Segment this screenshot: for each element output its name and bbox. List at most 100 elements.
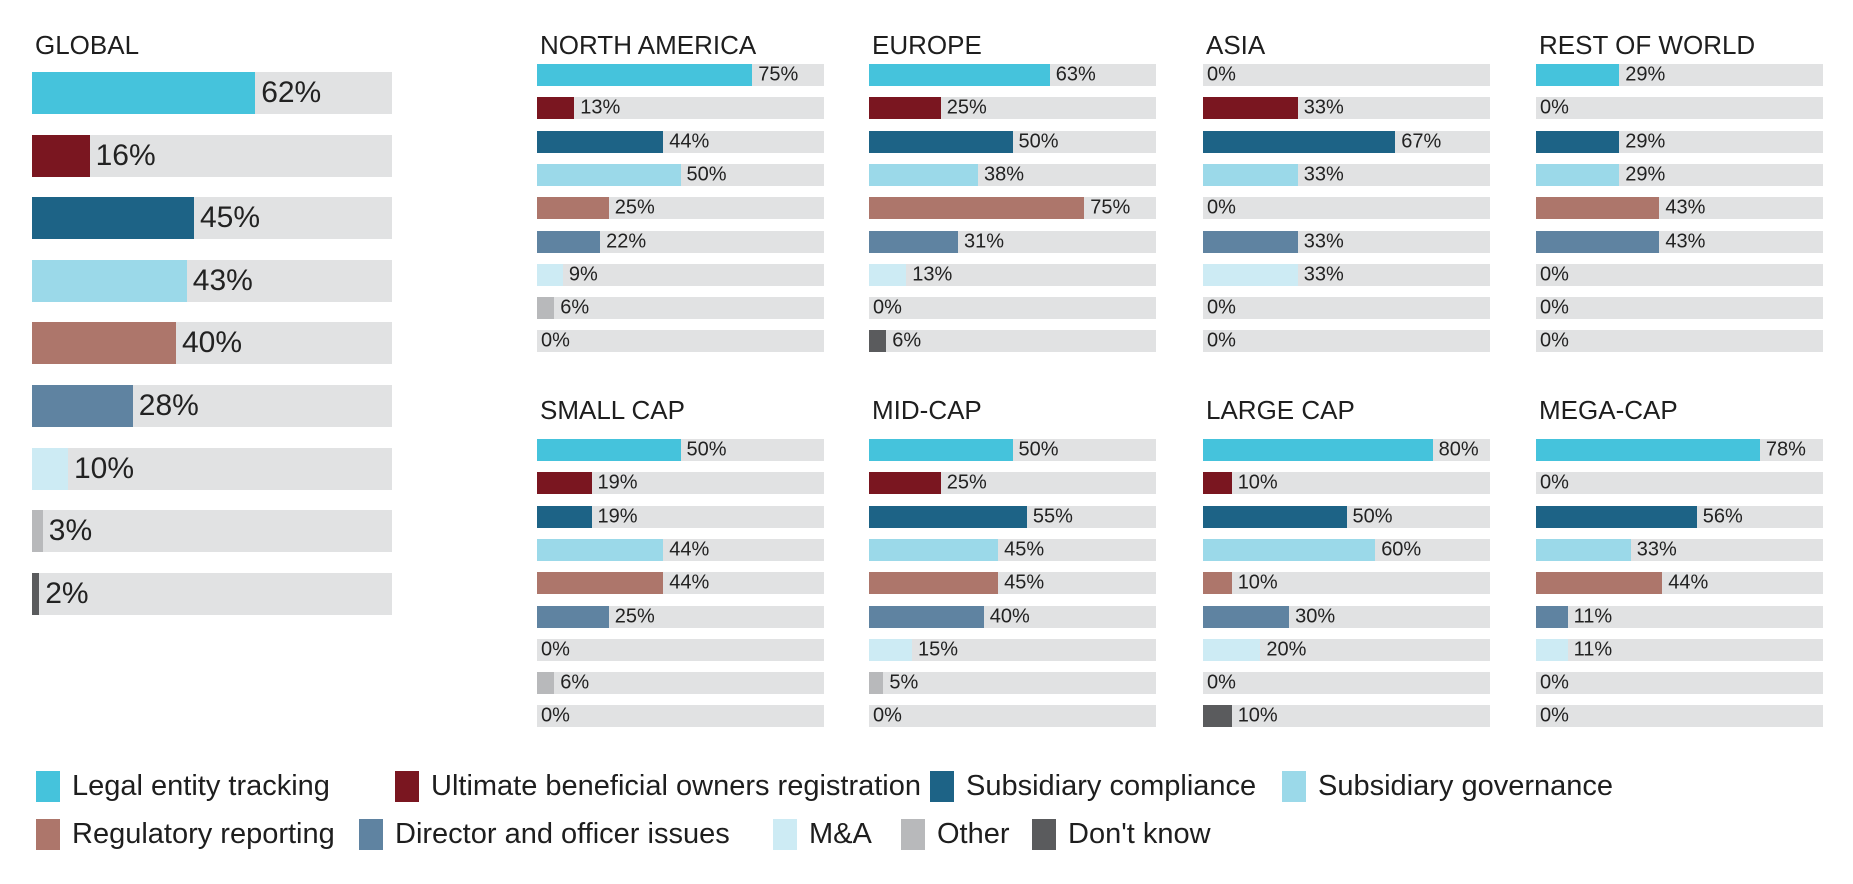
bar-track: 0%: [1203, 296, 1490, 320]
data-label: 10%: [1237, 471, 1278, 494]
bar-track: 62%: [32, 72, 392, 114]
data-label: 33%: [1303, 230, 1344, 252]
panel-title: NORTH AMERICA: [540, 30, 757, 60]
data-label: 25%: [946, 96, 987, 119]
bar-subsidiary-compliance: [537, 130, 664, 153]
data-label: 44%: [669, 538, 710, 561]
legend-item-regulatory-reporting: Regulatory reporting: [36, 818, 335, 851]
bar-track: 10%: [1203, 572, 1490, 595]
data-label: 10%: [74, 451, 135, 485]
legend-swatch: [1032, 819, 1056, 850]
data-label: 0%: [541, 638, 570, 661]
bar-track: 25%: [537, 196, 824, 220]
data-label: 38%: [984, 163, 1025, 186]
bar-track: 22%: [537, 230, 824, 253]
bar-other: [32, 510, 43, 553]
data-label: 50%: [1018, 130, 1059, 153]
bar-track: 75%: [869, 196, 1156, 220]
data-label: 2%: [45, 576, 89, 610]
bar-director-and-officer-issues: [1536, 605, 1568, 628]
panel-europe: EUROPE 63% 25% 50% 38% 75% 31% 13% 0% 6%: [869, 30, 1156, 364]
data-label: 0%: [541, 704, 570, 727]
bar-m-a: [869, 638, 913, 661]
bar-ultimate-beneficial-owners-registration: [869, 97, 941, 120]
bar-track: 0%: [537, 638, 824, 661]
bar-track: 78%: [1536, 439, 1823, 461]
bar-track: 0%: [537, 704, 824, 728]
data-label: 75%: [1090, 196, 1131, 219]
bar-track: 33%: [1203, 230, 1490, 253]
bar-track: 29%: [1536, 130, 1823, 153]
legend-label: Director and officer issues: [395, 818, 730, 850]
bar-other: [537, 672, 555, 695]
bar-track: 0%: [1536, 96, 1823, 120]
bar-director-and-officer-issues: [1203, 605, 1290, 628]
legend-label: Ultimate beneficial owners registration: [431, 770, 921, 802]
data-label: 0%: [1540, 296, 1569, 319]
bar-track: 50%: [869, 439, 1156, 461]
bar-track: 0%: [1536, 296, 1823, 320]
bar-m-a: [869, 263, 907, 286]
bar-track: 0%: [1536, 704, 1823, 728]
data-label: 0%: [1540, 704, 1569, 727]
bar-track: 40%: [32, 322, 392, 365]
bar-legal-entity-tracking: [1536, 439, 1760, 461]
bar-track: 50%: [869, 130, 1156, 153]
bar-track: 2%: [32, 572, 392, 615]
bar-track: 80%: [1203, 439, 1490, 461]
data-label: 29%: [1625, 63, 1666, 86]
data-label: 56%: [1702, 505, 1743, 528]
data-label: 33%: [1303, 96, 1344, 119]
data-label: 11%: [1573, 638, 1613, 661]
data-label: 0%: [873, 296, 902, 319]
bar-track: 19%: [537, 472, 824, 495]
bar-track: 13%: [537, 97, 824, 120]
data-label: 25%: [614, 196, 655, 219]
bar-track: 29%: [1536, 64, 1823, 86]
legend-item-legal-entity-tracking: Legal entity tracking: [36, 770, 330, 803]
bar-track: 55%: [869, 505, 1156, 528]
legend-item-director-and-officer-issues: Director and officer issues: [359, 818, 730, 851]
data-label: 45%: [1004, 538, 1045, 561]
bar-track: 9%: [537, 263, 824, 286]
bar-ultimate-beneficial-owners-registration: [537, 472, 592, 495]
data-label: 50%: [1018, 438, 1059, 461]
panel-north-america: NORTH AMERICA 75% 13% 44% 50% 25% 22% 9% 6% 0%: [537, 30, 824, 364]
bar-track: 33%: [1203, 263, 1490, 286]
bar-track: 10%: [1203, 705, 1490, 728]
bar-regulatory-reporting: [869, 197, 1085, 220]
legend-item-other: Other: [901, 818, 1010, 851]
legend-label: Don't know: [1068, 818, 1211, 850]
data-label: 45%: [200, 201, 261, 235]
legend-swatch: [930, 771, 954, 802]
data-label: 0%: [541, 329, 570, 352]
data-label: 0%: [1207, 671, 1236, 694]
bar-other: [537, 297, 555, 320]
data-label: 50%: [686, 438, 727, 461]
bar-regulatory-reporting: [1536, 197, 1660, 220]
legend-swatch: [359, 819, 383, 850]
bar-track: 0%: [1536, 471, 1823, 495]
bar-subsidiary-governance: [1203, 163, 1298, 186]
panel-asia: ASIA 0% 33% 67% 33% 0% 33% 33% 0% 0%: [1203, 30, 1490, 364]
bar-track: 29%: [1536, 163, 1823, 186]
bar-regulatory-reporting: [1203, 572, 1232, 595]
data-label: 0%: [1540, 96, 1569, 119]
data-label: 28%: [138, 389, 199, 422]
data-label: 3%: [48, 514, 93, 548]
bar-m-a: [537, 263, 563, 286]
data-label: 0%: [1207, 296, 1236, 319]
legend-item-don-t-know: Don't know: [1032, 818, 1211, 851]
bar-subsidiary-governance: [869, 163, 979, 186]
data-label: 0%: [1540, 471, 1569, 494]
bar-subsidiary-governance: [1203, 538, 1376, 561]
legend-label: M&A: [809, 818, 872, 850]
data-label: 30%: [1295, 605, 1336, 627]
bar-track: 33%: [1536, 538, 1823, 561]
data-label: 16%: [95, 138, 156, 172]
legend-label: Subsidiary governance: [1318, 770, 1614, 802]
bar-regulatory-reporting: [32, 322, 176, 365]
bar-track: 11%: [1536, 638, 1823, 661]
bar-regulatory-reporting: [1536, 572, 1663, 595]
data-label: 45%: [1004, 571, 1045, 594]
